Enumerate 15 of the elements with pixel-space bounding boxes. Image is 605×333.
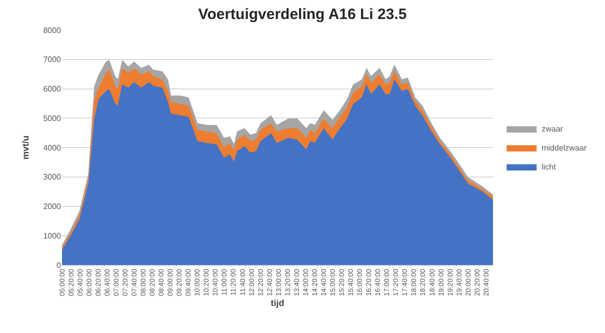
y-tick-label: 3000	[43, 172, 62, 182]
y-tick-label: 5000	[43, 114, 62, 123]
y-tick-label: 0	[56, 260, 62, 270]
legend-label: middelzwaar	[542, 144, 587, 153]
chart-title: Voertuigverdeling A16 Li 23.5	[198, 6, 407, 23]
x-axis-title: tijd	[270, 298, 284, 308]
y-tick-label: 6000	[43, 84, 62, 94]
y-tick-label: 8000	[43, 26, 62, 35]
y-tick-label: 7000	[43, 55, 62, 64]
legend-label: zwaar	[542, 124, 564, 134]
legend-label: licht	[542, 162, 557, 172]
y-axis-title: mvt/u	[20, 135, 31, 160]
y-tick-label: 1000	[43, 231, 62, 240]
y-tick-label: 2000	[43, 202, 62, 212]
y-tick-label: 4000	[43, 143, 62, 152]
